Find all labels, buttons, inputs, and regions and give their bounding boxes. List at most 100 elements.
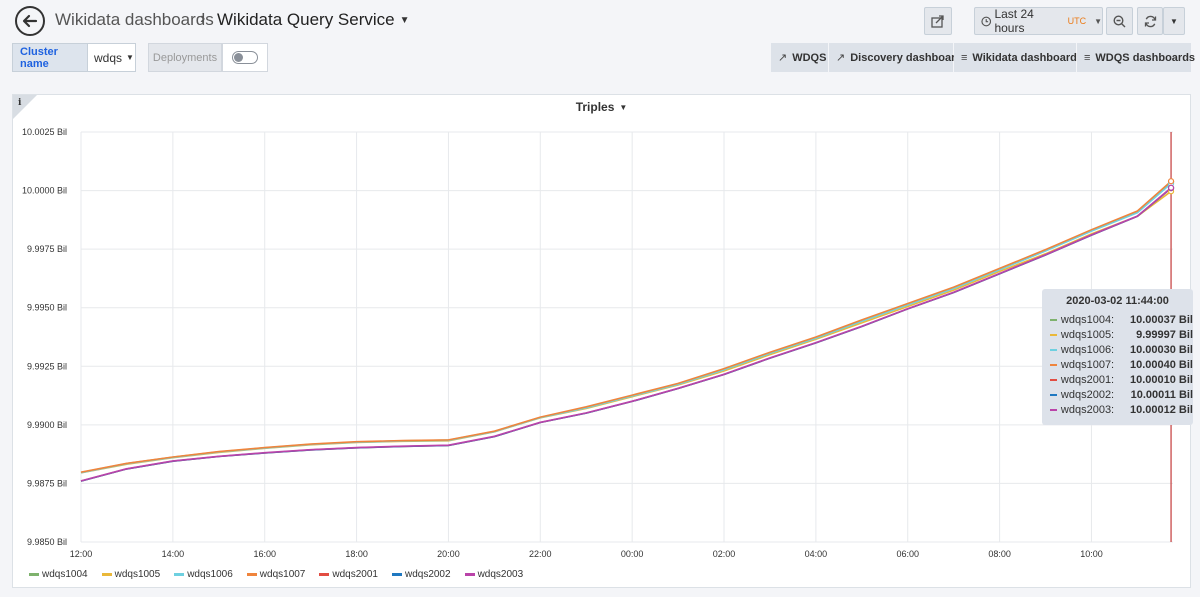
- y-tick-label: 9.9925 Bil: [27, 361, 67, 371]
- series-line-wdqs1006: [80, 182, 1172, 474]
- zoom-out-button[interactable]: [1106, 7, 1133, 35]
- caret-down-icon: ▼: [1170, 16, 1178, 26]
- legend-item-wdqs1007[interactable]: wdqs1007: [246, 569, 306, 580]
- tooltip-series-value: 10.00012 Bil: [1130, 403, 1193, 416]
- hover-tooltip: 2020-03-02 11:44:00 wdqs1004: 10.00037 Bi…: [1042, 289, 1193, 425]
- tooltip-series-value: 9.99997 Bil: [1136, 328, 1193, 341]
- panel-title[interactable]: Triples ▼: [13, 100, 1190, 114]
- zoom-out-icon: [1113, 14, 1126, 27]
- refresh-interval-dropdown[interactable]: ▼: [1163, 7, 1185, 35]
- series-line-wdqs2002: [80, 187, 1172, 482]
- legend-item-wdqs1004[interactable]: wdqs1004: [29, 569, 88, 580]
- share-icon: [931, 14, 944, 28]
- legend-label: wdqs1005: [114, 569, 161, 580]
- link-wdqs-dashboards[interactable]: ≡ WDQS dashboards: [1077, 43, 1195, 72]
- x-tick-label: 16:00: [253, 549, 276, 559]
- tooltip-swatch: [1050, 378, 1057, 381]
- chevron-right-icon: ›: [200, 10, 206, 27]
- x-tick-label: 00:00: [621, 549, 644, 559]
- tooltip-swatch: [1050, 333, 1057, 336]
- clock-icon: [981, 16, 992, 26]
- tooltip-series-name: wdqs2002:: [1060, 388, 1115, 401]
- legend-swatch: [391, 573, 402, 576]
- legend-swatch: [464, 573, 475, 576]
- refresh-button[interactable]: [1137, 7, 1163, 35]
- panel-title-label: Triples: [575, 100, 615, 114]
- legend-swatch: [174, 573, 185, 576]
- caret-down-icon: ▼: [126, 53, 134, 62]
- legend-item-wdqs2003[interactable]: wdqs2003: [464, 569, 524, 580]
- y-tick-label: 10.0025 Bil: [22, 127, 67, 137]
- x-tick-label: 20:00: [437, 549, 460, 559]
- caret-down-icon: ▼: [399, 15, 410, 27]
- dashboard-title-label: Wikidata Query Service: [217, 10, 395, 29]
- hover-point-wdqs2003: [1167, 184, 1175, 191]
- link-label: WDQS dashboards: [1095, 51, 1196, 64]
- x-tick-label: 04:00: [805, 549, 828, 559]
- link-wikidata-dashboards[interactable]: ≡ Wikidata dashboards: [954, 43, 1083, 72]
- link-label: Wikidata dashboards: [972, 51, 1083, 64]
- back-button[interactable]: [15, 6, 45, 36]
- legend-item-wdqs2002[interactable]: wdqs2002: [391, 569, 451, 580]
- series-line-wdqs1007: [80, 180, 1172, 473]
- legend-item-wdqs2001[interactable]: wdqs2001: [319, 569, 378, 580]
- tooltip-swatch: [1050, 393, 1057, 396]
- tooltip-row: wdqs1006: 10.00030 Bil: [1050, 342, 1193, 357]
- legend-label: wdqs2001: [332, 569, 378, 580]
- tooltip-series-value: 10.00030 Bil: [1130, 343, 1193, 356]
- tooltip-row: wdqs2002: 10.00011 Bil: [1050, 387, 1193, 402]
- dashboard-links: ↗ WDQS ↗ Discovery dashboard ≡ Wikidata das…: [771, 43, 1195, 72]
- caret-down-icon: ▼: [619, 103, 628, 113]
- legend-swatch: [29, 573, 39, 576]
- series-line-wdqs1005: [80, 190, 1172, 474]
- breadcrumb-root[interactable]: Wikidata dashboards: [55, 10, 214, 29]
- legend-label: wdqs2002: [404, 569, 451, 580]
- external-link-icon: ↗: [778, 52, 788, 64]
- tooltip-row: wdqs2003: 10.00012 Bil: [1050, 402, 1193, 417]
- tooltip-row: wdqs1005: 9.99997 Bil: [1050, 327, 1193, 342]
- tooltip-series-value: 10.00011 Bil: [1130, 388, 1193, 401]
- refresh-icon: [1144, 15, 1156, 27]
- tooltip-row: wdqs2001: 10.00010 Bil: [1050, 372, 1193, 387]
- tooltip-series-name: wdqs1006:: [1060, 343, 1115, 356]
- legend-swatch: [319, 573, 330, 576]
- panel-info-corner[interactable]: [13, 95, 37, 119]
- tooltip-time: 2020-03-02 11:44:00: [1066, 295, 1169, 307]
- timezone-badge: UTC: [1067, 16, 1087, 26]
- tooltip-series-value: 10.00010 Bil: [1130, 373, 1193, 386]
- triples-panel: i Triples ▼ 9.9850 Bil 9.9875 Bil 9.9900 Bi…: [12, 94, 1191, 588]
- chart-legend: wdqs1004 wdqs1005 wdqs1006 wdqs1007 wdqs2001…: [29, 569, 537, 580]
- legend-item-wdqs1005[interactable]: wdqs1005: [101, 569, 161, 580]
- cluster-name-select[interactable]: wdqs ▼: [87, 43, 136, 72]
- time-range-picker[interactable]: Last 24 hours UTC ▼: [974, 7, 1103, 35]
- external-link-icon: ↗: [836, 52, 846, 64]
- dashboard-title[interactable]: Wikidata Query Service ▼: [217, 10, 410, 30]
- caret-down-icon: ▼: [1094, 16, 1102, 26]
- tooltip-swatch: [1050, 318, 1057, 321]
- link-wdqs[interactable]: ↗ WDQS: [771, 43, 829, 72]
- x-tick-label: 06:00: [896, 549, 919, 559]
- arrow-left-icon: [22, 14, 38, 28]
- link-discovery-dashboard[interactable]: ↗ Discovery dashboard: [829, 43, 962, 72]
- tooltip-series-name: wdqs2003:: [1060, 403, 1115, 416]
- toggle-switch: [232, 51, 258, 64]
- x-tick-label: 12:00: [70, 549, 93, 559]
- y-tick-label: 9.9875 Bil: [27, 478, 67, 488]
- tooltip-series-value: 10.00040 Bil: [1130, 358, 1193, 371]
- legend-label: wdqs1007: [259, 569, 306, 580]
- y-tick-label: 9.9850 Bil: [27, 537, 67, 547]
- legend-item-wdqs1006[interactable]: wdqs1006: [174, 569, 233, 580]
- y-tick-label: 10.0000 Bil: [22, 186, 67, 196]
- tooltip-row: wdqs1007: 10.00040 Bil: [1050, 357, 1193, 372]
- link-label: Discovery dashboard: [850, 51, 963, 64]
- y-tick-label: 9.9975 Bil: [27, 244, 67, 254]
- legend-label: wdqs2003: [477, 569, 524, 580]
- triples-chart[interactable]: 9.9850 Bil 9.9875 Bil 9.9900 Bil 9.9925 Bil…: [13, 95, 1192, 589]
- tooltip-row: wdqs1004: 10.00037 Bil: [1050, 312, 1193, 327]
- deployments-toggle[interactable]: [222, 43, 268, 72]
- share-button[interactable]: [924, 7, 952, 35]
- cluster-name-value: wdqs: [94, 50, 123, 65]
- tooltip-swatch: [1050, 348, 1057, 351]
- link-label: WDQS: [792, 51, 827, 64]
- x-tick-label: 02:00: [713, 549, 736, 559]
